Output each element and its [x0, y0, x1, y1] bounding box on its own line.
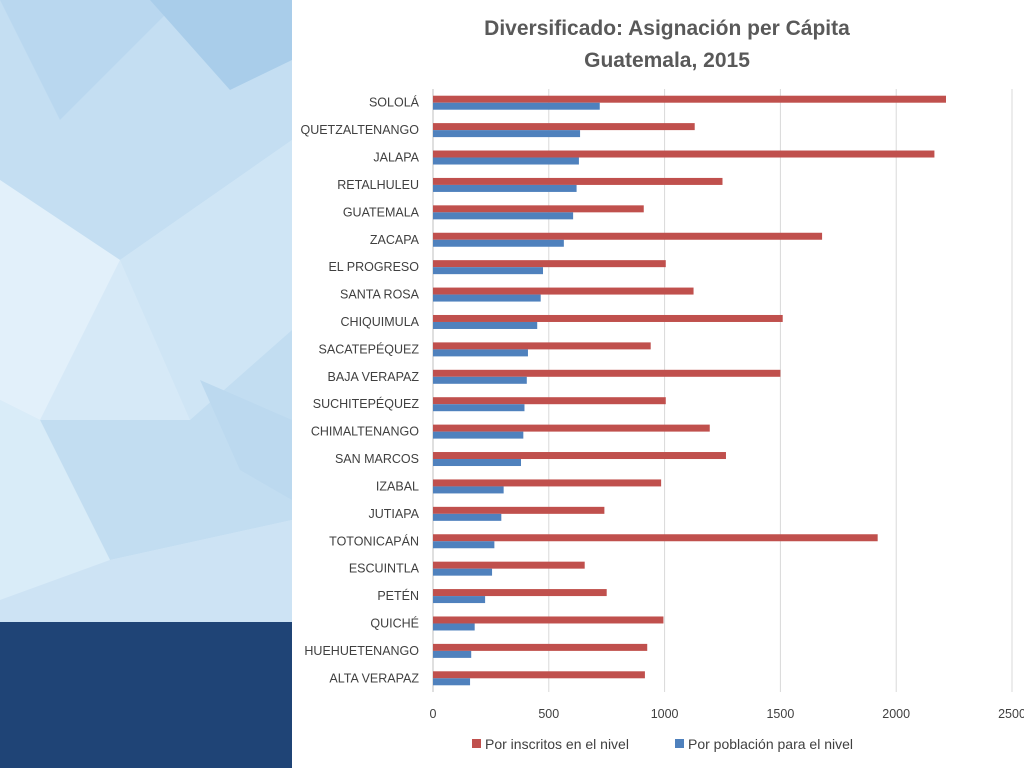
bar-inscritos — [433, 369, 781, 377]
category-label: GUATEMALA — [343, 205, 420, 219]
bar-inscritos — [433, 150, 935, 158]
bar-inscritos — [433, 424, 710, 432]
bar-poblacion — [433, 349, 528, 357]
category-label: JUTIAPA — [369, 507, 420, 521]
category-label: RETALHULEU — [337, 178, 419, 192]
x-tick-label: 500 — [538, 707, 559, 721]
bar-poblacion — [433, 678, 471, 686]
bar-inscritos — [433, 95, 946, 103]
bar-inscritos — [433, 452, 726, 460]
bar-inscritos — [433, 534, 878, 542]
bar-inscritos — [433, 479, 662, 487]
legend-label-poblacion: Por población para el nivel — [688, 736, 853, 752]
bar-chart: Diversificado: Asignación per Cápita Gua… — [300, 17, 1024, 752]
legend: Por inscritos en el nivel Por población … — [472, 736, 853, 752]
bar-poblacion — [433, 541, 495, 549]
bar-poblacion — [433, 294, 541, 302]
bar-poblacion — [433, 267, 544, 275]
category-label: HUEHUETENANGO — [304, 644, 419, 658]
sidebar-pattern — [0, 0, 292, 768]
bar-inscritos — [433, 177, 723, 185]
category-label: ALTA VERAPAZ — [329, 671, 419, 685]
chart-title-line-1: Diversificado: Asignación per Cápita — [484, 17, 850, 40]
bar-inscritos — [433, 260, 666, 268]
category-label: SANTA ROSA — [340, 288, 420, 302]
bar-poblacion — [433, 212, 574, 220]
category-label: ESCUINTLA — [349, 562, 420, 576]
bars-group — [433, 95, 946, 686]
bar-inscritos — [433, 314, 783, 322]
bar-poblacion — [433, 513, 502, 521]
bar-poblacion — [433, 459, 522, 467]
bar-inscritos — [433, 232, 823, 240]
bar-inscritos — [433, 671, 645, 679]
category-label: ZACAPA — [370, 233, 420, 247]
category-label: QUETZALTENANGO — [300, 123, 419, 137]
bar-inscritos — [433, 506, 605, 514]
bar-inscritos — [433, 287, 694, 295]
bar-poblacion — [433, 321, 538, 329]
x-axis-tick-labels: 0 500 1000 1500 2000 2500 — [430, 707, 1024, 721]
legend-label-inscritos: Por inscritos en el nivel — [485, 736, 629, 752]
category-label: EL PROGRESO — [328, 260, 419, 274]
category-label: CHIMALTENANGO — [311, 425, 419, 439]
bar-poblacion — [433, 130, 581, 138]
bar-poblacion — [433, 376, 527, 384]
chart-title-line-2: Guatemala, 2015 — [584, 49, 750, 72]
bar-poblacion — [433, 650, 472, 658]
category-label: TOTONICAPÁN — [329, 533, 419, 548]
bar-poblacion — [433, 157, 579, 165]
x-tick-label: 1500 — [766, 707, 794, 721]
category-label: SUCHITEPÉQUEZ — [313, 396, 420, 411]
bar-poblacion — [433, 596, 486, 604]
category-label: PETÉN — [377, 588, 419, 603]
bar-inscritos — [433, 616, 664, 624]
bar-poblacion — [433, 184, 577, 192]
decorative-sidebar — [0, 0, 292, 768]
legend-swatch-inscritos — [472, 739, 481, 748]
bar-poblacion — [433, 404, 525, 412]
category-label: BAJA VERAPAZ — [328, 370, 420, 384]
bar-inscritos — [433, 561, 585, 569]
bar-inscritos — [433, 643, 648, 651]
bar-inscritos — [433, 589, 607, 597]
legend-swatch-poblacion — [675, 739, 684, 748]
bar-poblacion — [433, 431, 524, 439]
bar-poblacion — [433, 102, 600, 110]
x-tick-label: 1000 — [651, 707, 679, 721]
x-tick-label: 0 — [430, 707, 437, 721]
chart-area: Diversificado: Asignación per Cápita Gua… — [292, 0, 1024, 768]
x-tick-label: 2000 — [882, 707, 910, 721]
bar-poblacion — [433, 568, 493, 576]
bar-inscritos — [433, 342, 651, 350]
bar-poblacion — [433, 239, 564, 247]
bar-inscritos — [433, 205, 644, 213]
x-tick-label: 2500 — [998, 707, 1024, 721]
category-label: SOLOLÁ — [369, 95, 420, 110]
category-label: QUICHÉ — [370, 615, 419, 630]
bar-poblacion — [433, 623, 475, 631]
bar-poblacion — [433, 486, 504, 494]
category-label: CHIQUIMULA — [341, 315, 420, 329]
category-label: IZABAL — [376, 479, 419, 493]
category-label: SACATEPÉQUEZ — [319, 341, 420, 356]
category-label: JALAPA — [373, 151, 419, 165]
category-label: SAN MARCOS — [335, 452, 419, 466]
bar-inscritos — [433, 123, 695, 131]
bar-inscritos — [433, 397, 666, 405]
category-labels: SOLOLÁ QUETZALTENANGO JALAPA RETALHULEU GUAT… — [300, 95, 419, 686]
